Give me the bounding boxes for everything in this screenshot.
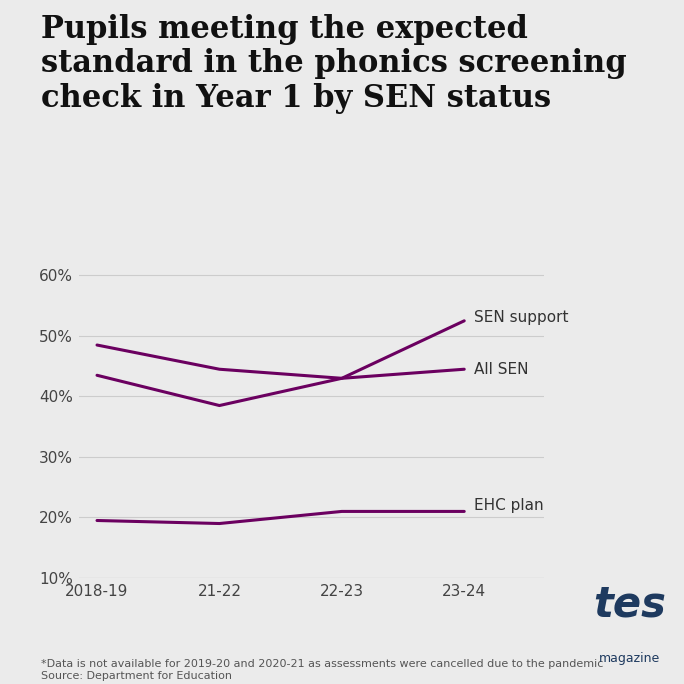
Text: All SEN: All SEN	[474, 362, 529, 377]
Text: EHC plan: EHC plan	[474, 498, 544, 513]
Text: magazine: magazine	[598, 652, 660, 665]
Text: *Data is not available for 2019-20 and 2020-21 as assessments were cancelled due: *Data is not available for 2019-20 and 2…	[41, 659, 603, 681]
Text: SEN support: SEN support	[474, 311, 568, 326]
Text: tes: tes	[593, 584, 666, 626]
Text: Pupils meeting the expected
standard in the phonics screening
check in Year 1 by: Pupils meeting the expected standard in …	[41, 14, 627, 114]
